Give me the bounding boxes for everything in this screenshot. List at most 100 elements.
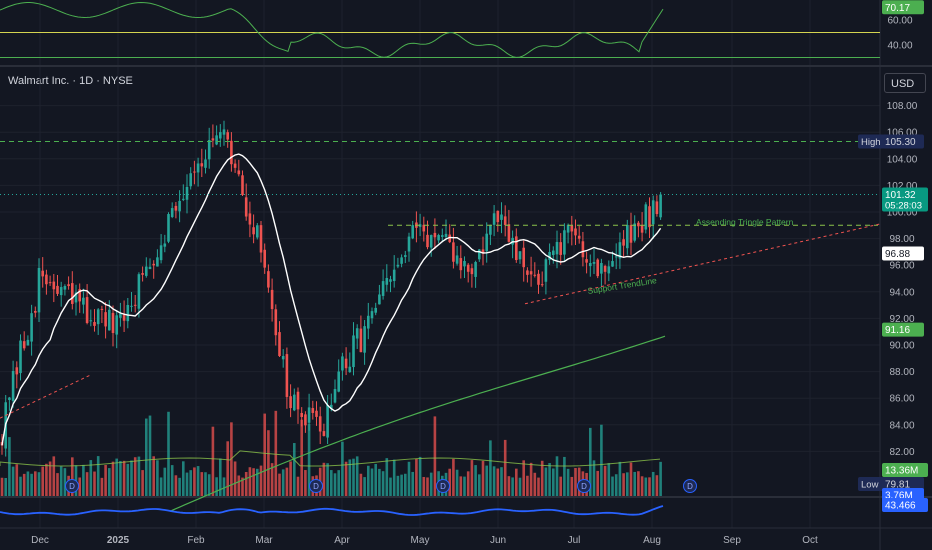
ma200-line: [169, 335, 666, 512]
candle-body: [570, 225, 574, 232]
volume-bar: [548, 463, 551, 496]
volume-bar: [322, 462, 326, 496]
volume-bar: [344, 461, 348, 496]
volume-bar: [278, 473, 281, 496]
candle-body: [622, 239, 625, 246]
volume-bar: [529, 462, 533, 496]
candle-body: [263, 249, 266, 268]
volume-bars: [0, 410, 662, 496]
candle-body: [626, 225, 629, 249]
volume-bar: [281, 469, 285, 496]
candle-body: [52, 281, 56, 290]
candle-body: [585, 259, 588, 263]
volume-bar: [503, 439, 507, 496]
candle-body: [300, 413, 303, 417]
candle-body: [404, 255, 407, 257]
candle-body: [533, 274, 537, 276]
candle-body: [411, 225, 414, 239]
candle-body: [422, 224, 426, 232]
candle-body: [170, 208, 174, 218]
ma50-value-tag-text: 96.88: [885, 249, 910, 260]
currency-button[interactable]: USD: [884, 73, 926, 93]
volume-bar: [570, 476, 574, 496]
rsi-value-tag: 70.17: [882, 0, 924, 15]
volume-bar: [481, 460, 485, 496]
candle-body: [56, 285, 59, 294]
volume-bar: [618, 461, 622, 496]
candle-body: [30, 313, 33, 342]
volume-bar: [489, 440, 492, 496]
candle-body: [307, 407, 311, 423]
volume-bar: [596, 470, 599, 496]
volume-bar: [108, 468, 111, 496]
rsi-pane: [0, 1, 880, 58]
candle-body: [200, 163, 204, 167]
volume-bar: [93, 471, 96, 496]
candle-body: [633, 223, 636, 241]
candle-body: [485, 233, 488, 252]
volume-bar: [559, 476, 562, 496]
candle-body: [26, 339, 30, 346]
dividend-label: D: [313, 482, 319, 491]
candle-body: [455, 255, 459, 264]
high-value-tag-text: 105.30: [885, 137, 916, 148]
volume-bar: [226, 441, 229, 496]
volume-bar: [648, 477, 651, 496]
candle-body: [111, 312, 115, 334]
volume-bar: [466, 471, 470, 496]
candle-body: [241, 175, 244, 196]
volume-bar: [518, 477, 522, 496]
price-tick-label: 108.00: [887, 101, 918, 112]
volume-bar: [455, 469, 459, 496]
volume-bar: [629, 462, 633, 496]
oscillator-value-tag-text: 43.466: [885, 501, 916, 512]
volume-bar: [392, 459, 396, 496]
last-price-bg: [882, 187, 928, 212]
volume-bar: [463, 476, 466, 496]
candle-body: [659, 194, 662, 218]
volume-bar: [0, 477, 4, 496]
candle-body: [452, 242, 455, 262]
low-value-tag-text: 79.81: [885, 480, 910, 491]
time-tick-label: Sep: [723, 535, 741, 546]
candle-body: [522, 247, 525, 268]
price-tick-label: 90.00: [889, 341, 914, 352]
candle-body: [130, 305, 133, 307]
volume-value-tag-bg: [882, 463, 928, 477]
price-tick-label: 88.00: [889, 367, 914, 378]
candle-body: [259, 225, 263, 253]
volume-bar: [540, 460, 544, 496]
candle-body: [233, 163, 237, 168]
candle-body: [441, 235, 444, 237]
volume-bar: [237, 475, 241, 496]
low-label-bg: [858, 477, 884, 491]
volume-bar: [263, 413, 266, 496]
volume-value-tag-text: 13.36M: [885, 466, 918, 477]
volume-bar: [589, 427, 592, 496]
countdown-label: 05:28:03: [885, 200, 922, 211]
volume-bar: [574, 467, 577, 496]
volume-bar: [174, 475, 178, 496]
price-tick-label: 92.00: [889, 314, 914, 325]
candle-body: [370, 311, 374, 319]
dividend-label: D: [440, 482, 446, 491]
candle-body: [381, 281, 385, 296]
volume-bar: [507, 476, 511, 496]
volume-bar: [478, 474, 481, 496]
early-trendline: [0, 373, 93, 419]
price-tick-label: 102.00: [887, 181, 918, 192]
candle-body: [463, 260, 466, 267]
volume-bar: [418, 456, 422, 496]
dividend-label: D: [687, 482, 693, 491]
candle-body: [348, 366, 352, 373]
volume-bar: [4, 477, 7, 496]
time-tick-label: Aug: [643, 535, 661, 546]
volume-bar: [34, 471, 37, 496]
price-tick-label: 98.00: [889, 234, 914, 245]
price-tick-label: 104.00: [887, 154, 918, 165]
candle-body: [82, 297, 85, 305]
volume-bar: [359, 473, 363, 496]
candle-body: [333, 389, 337, 403]
candle-body: [481, 249, 485, 254]
